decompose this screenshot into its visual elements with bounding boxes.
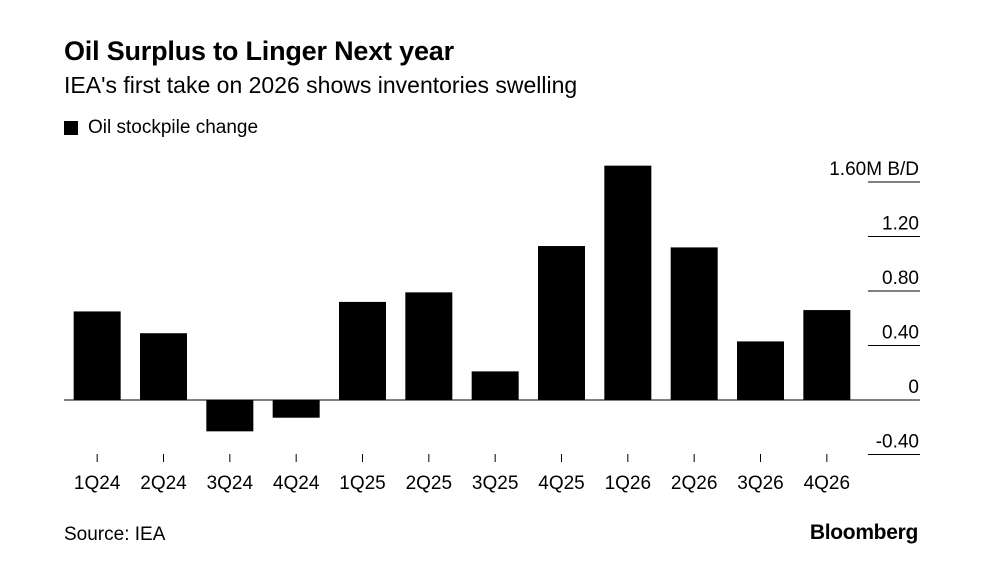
bar-3q24 — [206, 400, 254, 432]
x-tick-label: 1Q26 — [605, 473, 651, 494]
x-tick-label: 4Q24 — [273, 473, 320, 494]
legend-label: Oil stockpile change — [88, 117, 259, 138]
y-tick-label: 0 — [908, 377, 919, 398]
x-tick-label: 1Q24 — [74, 473, 121, 494]
y-axis: 1.60M B/D 1.20 0.80 0.40 0 -0.40 — [829, 159, 920, 455]
x-tick-label: 2Q25 — [406, 473, 452, 494]
x-tick-label: 1Q25 — [339, 473, 385, 494]
legend: Oil stockpile change — [64, 117, 258, 139]
x-tick-label: 4Q26 — [804, 473, 850, 494]
x-tick-label: 2Q26 — [671, 473, 717, 494]
bar-2q25 — [405, 292, 453, 400]
chart-title: Oil Surplus to Linger Next year — [64, 36, 454, 66]
bar-4q26 — [803, 310, 851, 400]
bar-2q26 — [670, 247, 718, 400]
bars — [73, 165, 851, 432]
x-tick-label: 3Q25 — [472, 473, 518, 494]
legend-swatch — [64, 121, 78, 135]
bar-3q26 — [737, 341, 784, 400]
chart-subtitle: IEA's first take on 2026 shows inventori… — [64, 72, 578, 98]
bar-3q25 — [471, 371, 519, 400]
bar-2q24 — [140, 333, 187, 400]
source-note: Source: IEA — [64, 524, 166, 545]
y-tick-label: 1.60M B/D — [829, 159, 919, 180]
bar-1q24 — [73, 311, 121, 400]
x-tick-label: 2Q24 — [140, 473, 187, 494]
x-tick-label: 3Q26 — [737, 473, 783, 494]
y-tick-label: 1.20 — [882, 214, 919, 235]
x-tick-label: 3Q24 — [207, 473, 254, 494]
bar-4q25 — [538, 246, 585, 400]
x-tick-label: 4Q25 — [538, 473, 584, 494]
y-tick-label: -0.40 — [876, 432, 919, 453]
bar-1q25 — [339, 301, 386, 400]
bar-4q24 — [272, 400, 320, 418]
y-tick-label: 0.40 — [882, 323, 919, 344]
bar-1q26 — [604, 165, 652, 400]
y-tick-label: 0.80 — [882, 268, 919, 289]
bloomberg-logo: Bloomberg — [809, 521, 918, 544]
x-axis: 1Q24 2Q24 3Q24 4Q24 1Q25 2Q25 3Q25 4Q25 1Q26 2Q26… — [74, 454, 850, 494]
